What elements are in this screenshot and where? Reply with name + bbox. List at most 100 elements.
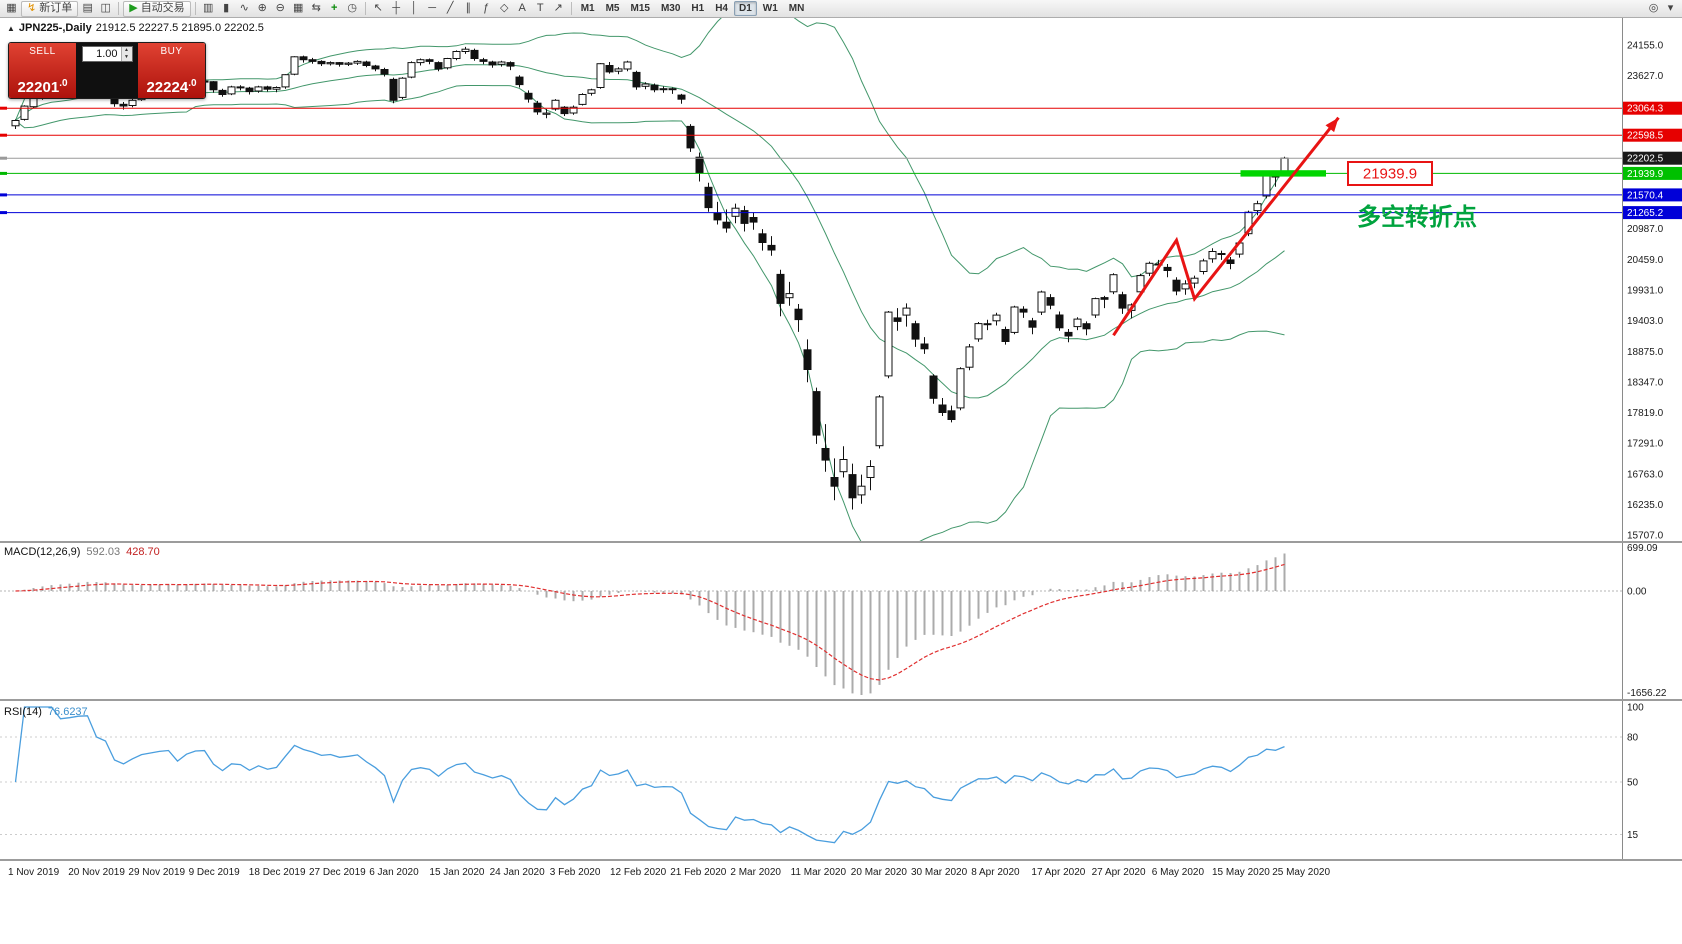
autotrading-button[interactable]: ▶ 自动交易 <box>123 0 191 17</box>
vertical-line-button[interactable]: │ <box>406 1 423 17</box>
date-label: 15 May 2020 <box>1212 867 1270 878</box>
text-button[interactable]: A <box>514 1 531 17</box>
timeframe-w1[interactable]: W1 <box>762 3 778 14</box>
y-axis-label: 16235.0 <box>1627 500 1664 511</box>
buy-button[interactable]: BUY 22224.0 <box>138 43 205 98</box>
price-badge <box>1623 206 1682 220</box>
crosshair-button[interactable]: ┼ <box>388 1 405 17</box>
macd-name: MACD(12,26,9) <box>4 546 81 558</box>
timeframe-m30[interactable]: M30 <box>660 3 681 14</box>
chart-canvas[interactable]: 21939.9 多空转折点 24155.0 23627.0 20987.0 20459.0… <box>0 18 1682 944</box>
new-chart-button[interactable]: ▦ <box>3 1 20 17</box>
price-badge <box>1623 151 1682 165</box>
turning-point-annotation[interactable]: 多空转折点 <box>1357 203 1477 231</box>
channel-button[interactable]: ∥ <box>460 1 477 17</box>
y-axis-label: 18347.0 <box>1627 377 1664 388</box>
price-callout-box[interactable] <box>1347 161 1433 186</box>
date-label: 15 Jan 2020 <box>429 867 484 878</box>
trend-arrow[interactable] <box>1112 116 1340 337</box>
search-button[interactable]: ◎ <box>1645 1 1662 17</box>
chevron-down-icon: ▾ <box>1667 2 1674 14</box>
chart-title: ▲ JPN225-,Daily 21912.5 22227.5 21895.0 … <box>7 22 264 34</box>
price-badge <box>1623 166 1682 180</box>
volume-spinner[interactable]: ▲ ▼ <box>120 47 132 61</box>
toolbar-separator <box>570 2 572 15</box>
text-label-button[interactable]: T <box>532 1 549 17</box>
pane-separator[interactable] <box>0 859 1682 861</box>
rsi-axis-label: 80 <box>1627 733 1639 744</box>
line-left-marker <box>0 156 7 160</box>
date-label: 27 Apr 2020 <box>1092 867 1146 878</box>
sell-button[interactable]: SELL 22201.0 <box>9 43 76 98</box>
pane-separator[interactable] <box>0 699 1682 701</box>
price-badge-text: 21939.9 <box>1627 169 1664 180</box>
buy-price: 22224.0 <box>146 78 197 96</box>
channel-icon: ∥ <box>465 2 471 14</box>
horizontal-line-icon: ─ <box>428 2 437 14</box>
line-left-marker <box>0 133 7 137</box>
spin-up-icon[interactable]: ▲ <box>124 47 129 53</box>
y-axis-label: 20987.0 <box>1627 224 1664 235</box>
printer-icon: ▤ <box>82 2 93 14</box>
new-order-button[interactable]: ↯ 新订单 <box>21 0 79 17</box>
buy-label: BUY <box>160 46 183 57</box>
timeframe-d1[interactable]: D1 <box>734 1 757 16</box>
timeframe-m15[interactable]: M15 <box>630 3 650 14</box>
zoom-out-button[interactable]: ⊖ <box>272 1 289 17</box>
y-axis-label: 17291.0 <box>1627 439 1664 450</box>
shapes-button[interactable]: ◇ <box>496 1 513 17</box>
ohlc-values: 21912.5 22227.5 21895.0 22202.5 <box>95 22 264 34</box>
print-preview-button[interactable]: ◫ <box>97 1 114 17</box>
one-click-trading-panel: SELL 22201.0 1.00 ▲ ▼ BUY 22224.0 <box>8 42 206 99</box>
price-badge-text: 22598.5 <box>1627 131 1664 142</box>
date-label: 20 Nov 2019 <box>68 867 125 878</box>
trendline-icon: ╱ <box>446 2 454 14</box>
period-button[interactable]: ◷ <box>344 1 361 17</box>
date-label: 20 Mar 2020 <box>851 867 908 878</box>
shapes-icon: ◇ <box>499 2 509 14</box>
timeframe-m5[interactable]: M5 <box>605 3 620 14</box>
autotrading-label: 自动交易 <box>140 2 185 14</box>
arrange-button[interactable]: ⇆ <box>308 1 325 17</box>
timeframe-m1[interactable]: M1 <box>580 3 595 14</box>
spin-down-icon[interactable]: ▼ <box>124 54 129 60</box>
candle-chart-button[interactable]: ▮ <box>218 1 235 17</box>
date-label: 9 Dec 2019 <box>189 867 241 878</box>
add-indicator-button[interactable]: + <box>326 1 343 17</box>
macd-signal-line <box>15 563 1285 681</box>
trendline-button[interactable]: ╱ <box>442 1 459 17</box>
date-label: 29 Nov 2019 <box>128 867 185 878</box>
bollinger-upper-band <box>15 18 1285 278</box>
horizontal-line-button[interactable]: ─ <box>424 1 441 17</box>
arrows-button[interactable]: ↗ <box>550 1 567 17</box>
macd-axis-label: -1656.22 <box>1627 688 1667 699</box>
arrange-icon: ⇆ <box>311 2 321 14</box>
zoom-in-button[interactable]: ⊕ <box>254 1 271 17</box>
macd-signal-value: 428.70 <box>126 546 160 558</box>
preview-icon: ◫ <box>100 2 111 14</box>
bollinger-lower-band <box>15 85 1285 541</box>
fibonacci-button[interactable]: ƒ <box>478 1 495 17</box>
timeframe-h1[interactable]: H1 <box>691 3 705 14</box>
toolbar-menu-button[interactable]: ▾ <box>1662 1 1679 17</box>
date-label: 2 Mar 2020 <box>730 867 781 878</box>
toolbar-separator <box>118 2 120 15</box>
timeframe-h4[interactable]: H4 <box>715 3 728 14</box>
volume-input[interactable]: 1.00 <box>96 48 118 60</box>
date-label: 11 Mar 2020 <box>791 867 847 878</box>
tile-windows-button[interactable]: ▦ <box>290 1 307 17</box>
y-axis-label: 18875.0 <box>1627 347 1664 358</box>
line-chart-button[interactable]: ∿ <box>236 1 253 17</box>
date-label: 30 Mar 2020 <box>911 867 968 878</box>
timeframe-mn[interactable]: MN <box>788 3 805 14</box>
zoom-out-icon: ⊖ <box>275 2 285 14</box>
bar-chart-button[interactable]: ▥ <box>200 1 217 17</box>
highlight-rectangle[interactable] <box>1240 170 1327 177</box>
plus-icon: + <box>330 2 338 14</box>
y-axis-label: 23627.0 <box>1627 71 1664 82</box>
print-button[interactable]: ▤ <box>79 1 96 17</box>
cursor-button[interactable]: ↖ <box>370 1 387 17</box>
pane-separator[interactable] <box>0 541 1682 543</box>
date-label: 12 Feb 2020 <box>610 867 667 878</box>
